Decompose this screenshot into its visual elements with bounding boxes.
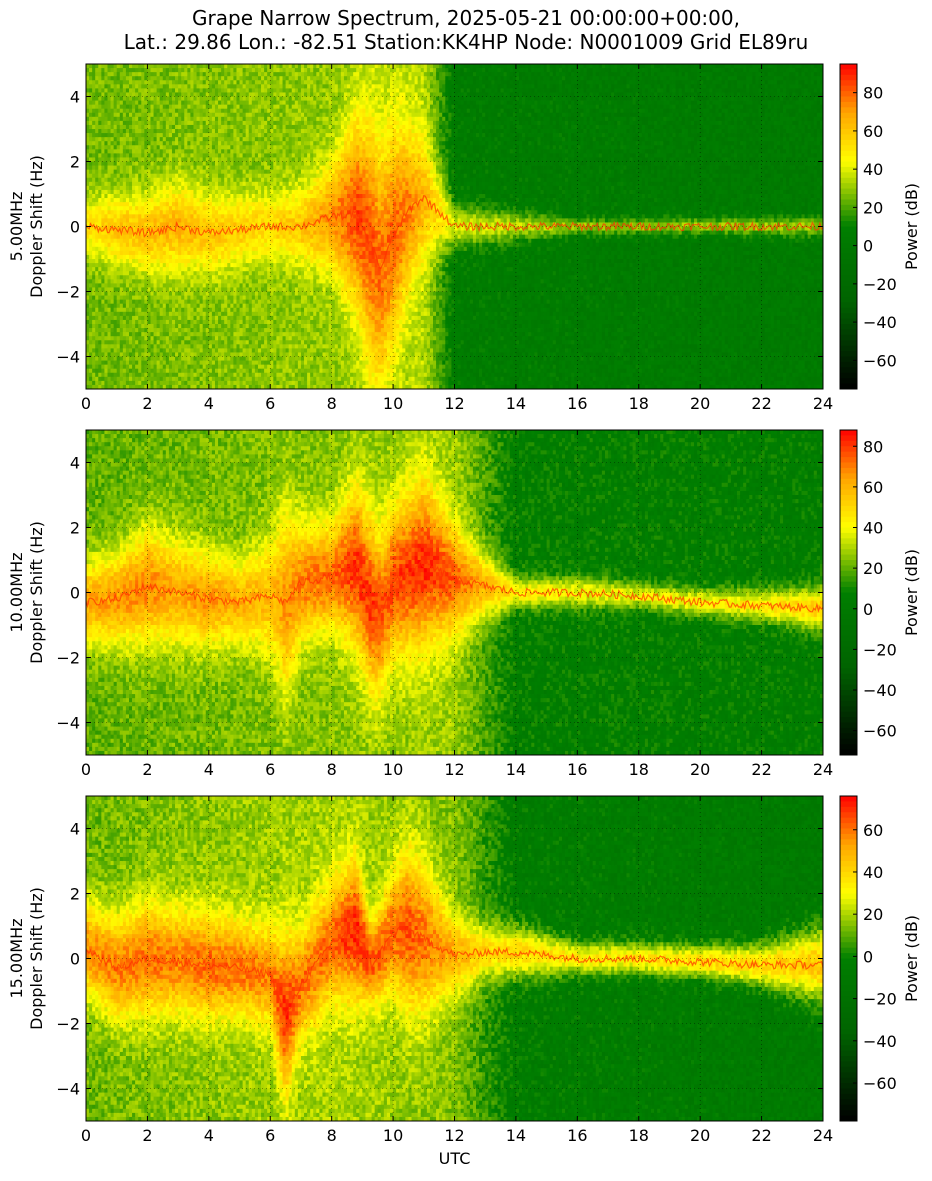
doppler-label: Doppler Shift (Hz) xyxy=(27,521,46,664)
colorbar-tick-label: 80 xyxy=(863,437,883,456)
x-tick-label: 12 xyxy=(444,394,464,413)
x-tick-label: 10 xyxy=(383,760,403,779)
x-tick-label: 8 xyxy=(327,760,337,779)
y-tick-label: 0 xyxy=(70,218,80,237)
colorbar-tick-label: 40 xyxy=(863,519,883,538)
x-tick-label: 12 xyxy=(444,760,464,779)
x-tick-label: 16 xyxy=(567,394,587,413)
x-tick-label: 14 xyxy=(506,760,526,779)
y-tick-label: 2 xyxy=(70,153,80,172)
x-tick-label: 24 xyxy=(813,760,833,779)
colorbar-label: Power (dB) xyxy=(902,549,921,636)
colorbar-tick-label: −60 xyxy=(863,722,897,741)
x-tick-label: 6 xyxy=(265,760,275,779)
x-tick-label: 16 xyxy=(567,1126,587,1145)
y-tick-label: 2 xyxy=(70,519,80,538)
x-tick-label: 12 xyxy=(444,1126,464,1145)
x-tick-label: 20 xyxy=(690,760,710,779)
y-tick-label: −4 xyxy=(56,1080,80,1099)
x-tick-label: 6 xyxy=(265,1126,275,1145)
x-tick-label: 8 xyxy=(327,394,337,413)
y-tick-label: −4 xyxy=(56,348,80,367)
frequency-label: 15.00MHz xyxy=(7,918,26,998)
colorbar-tick-label: 80 xyxy=(863,84,883,103)
x-tick-label: 0 xyxy=(81,760,91,779)
colorbar-tick-label: 0 xyxy=(863,600,873,619)
y-tick-label: 4 xyxy=(70,88,80,107)
x-tick-label: 22 xyxy=(751,760,771,779)
x-tick-label: 4 xyxy=(204,1126,214,1145)
colorbar-tick-label: 20 xyxy=(863,198,883,217)
doppler-label: Doppler Shift (Hz) xyxy=(27,155,46,298)
x-tick-label: 6 xyxy=(265,394,275,413)
x-tick-label: 24 xyxy=(813,1126,833,1145)
x-tick-label: 24 xyxy=(813,394,833,413)
x-tick-label: 22 xyxy=(751,394,771,413)
x-tick-label: 0 xyxy=(81,394,91,413)
x-tick-label: 2 xyxy=(142,1126,152,1145)
frequency-label: 10.00MHz xyxy=(7,552,26,632)
y-tick-label: −2 xyxy=(56,649,80,668)
x-tick-label: 8 xyxy=(327,1126,337,1145)
x-tick-label: 2 xyxy=(142,760,152,779)
x-tick-label: 18 xyxy=(629,760,649,779)
colorbar-tick-label: 60 xyxy=(863,478,883,497)
x-tick-label: 4 xyxy=(204,394,214,413)
y-tick-label: 2 xyxy=(70,885,80,904)
y-tick-label: 4 xyxy=(70,454,80,473)
x-tick-label: 20 xyxy=(690,1126,710,1145)
colorbar-tick-label: 0 xyxy=(863,237,873,256)
x-tick-label: 18 xyxy=(629,1126,649,1145)
colorbar-label: Power (dB) xyxy=(902,183,921,270)
colorbar-tick-label: 20 xyxy=(863,559,883,578)
x-tick-label: 14 xyxy=(506,1126,526,1145)
y-tick-label: −2 xyxy=(56,283,80,302)
colorbar-tick-label: 0 xyxy=(863,947,873,966)
y-tick-label: 0 xyxy=(70,584,80,603)
doppler-label: Doppler Shift (Hz) xyxy=(27,887,46,1030)
chart-title-line-2: Lat.: 29.86 Lon.: -82.51 Station:KK4HP N… xyxy=(0,30,932,54)
chart-title-line-1: Grape Narrow Spectrum, 2025-05-21 00:00:… xyxy=(0,6,932,30)
x-tick-label: 10 xyxy=(383,394,403,413)
colorbar-tick-label: −40 xyxy=(863,681,897,700)
colorbar: −60 −40 −20 0 20 40 60 Power (dB) xyxy=(840,796,921,1122)
colorbar-tick-label: −60 xyxy=(863,1074,897,1093)
colorbar-tick-label: 40 xyxy=(863,160,883,179)
y-tick-label: 4 xyxy=(70,820,80,839)
colorbar-label: Power (dB) xyxy=(902,915,921,1002)
x-tick-label: 4 xyxy=(204,760,214,779)
x-tick-label: 2 xyxy=(142,394,152,413)
frequency-label: 5.00MHz xyxy=(7,192,26,262)
colorbar-tick-label: 20 xyxy=(863,905,883,924)
y-tick-label: 0 xyxy=(70,950,80,969)
colorbar-tick-label: −40 xyxy=(863,1032,897,1051)
colorbar: −60 −40 −20 0 20 40 60 80 Power (dB) xyxy=(840,430,921,756)
x-tick-label: 20 xyxy=(690,394,710,413)
y-tick-label: −4 xyxy=(56,714,80,733)
colorbar-tick-label: 60 xyxy=(863,821,883,840)
x-tick-label: 14 xyxy=(506,394,526,413)
colorbar-tick-label: 60 xyxy=(863,122,883,141)
chart-title: Grape Narrow Spectrum, 2025-05-21 00:00:… xyxy=(0,6,932,54)
colorbar-tick-label: −20 xyxy=(863,275,897,294)
x-axis-label: UTC xyxy=(86,1149,823,1168)
x-tick-label: 18 xyxy=(629,394,649,413)
colorbar-tick-label: −20 xyxy=(863,990,897,1009)
y-tick-label: −2 xyxy=(56,1015,80,1034)
x-tick-label: 16 xyxy=(567,760,587,779)
y-axis-label: 15.00MHzDoppler Shift (Hz) xyxy=(7,887,46,1030)
x-tick-label: 22 xyxy=(751,1126,771,1145)
y-axis-label: 5.00MHzDoppler Shift (Hz) xyxy=(7,155,46,298)
colorbar-tick-label: 40 xyxy=(863,863,883,882)
x-tick-label: 10 xyxy=(383,1126,403,1145)
y-axis-label: 10.00MHzDoppler Shift (Hz) xyxy=(7,521,46,664)
colorbar-tick-label: −40 xyxy=(863,313,897,332)
colorbar: −60 −40 −20 0 20 40 60 80 Power (dB) xyxy=(840,64,921,390)
colorbar-tick-label: −20 xyxy=(863,640,897,659)
x-tick-label: 0 xyxy=(81,1126,91,1145)
colorbar-tick-label: −60 xyxy=(863,351,897,370)
